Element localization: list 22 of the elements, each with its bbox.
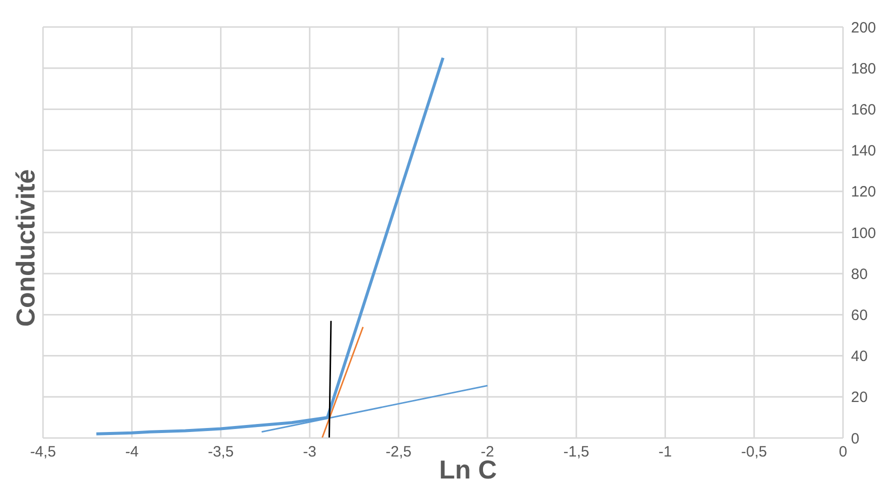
y-tick-label: 160 [851, 102, 876, 119]
x-tick-label: -0,5 [741, 444, 768, 461]
y-tick-label: 140 [851, 142, 876, 160]
x-tick-label: -4,5 [30, 444, 56, 461]
x-tick-label: -1,5 [563, 444, 590, 461]
x-tick-label: -3 [302, 444, 316, 461]
y-tick-label: 0 [851, 430, 860, 448]
x-tick-label: -4 [125, 444, 139, 461]
y-tick-label: 100 [851, 224, 876, 242]
x-tick-label: -1 [658, 444, 672, 461]
x-tick-label: -2,5 [386, 444, 412, 461]
y-tick-label: 120 [851, 184, 876, 201]
y-tick-label: 200 [851, 19, 876, 36]
y-tick-label: 80 [851, 266, 868, 283]
x-tick-label: -2 [480, 444, 494, 461]
y-tick-label: 40 [851, 348, 868, 366]
y-axis-title: Conductivité [10, 169, 42, 327]
y-tick-label: 60 [851, 307, 868, 324]
y-tick-label: 20 [851, 389, 868, 406]
x-tick-label: -3,5 [208, 444, 234, 461]
y-tick-label: 180 [851, 60, 876, 78]
x-tick-label: 0 [838, 444, 848, 461]
